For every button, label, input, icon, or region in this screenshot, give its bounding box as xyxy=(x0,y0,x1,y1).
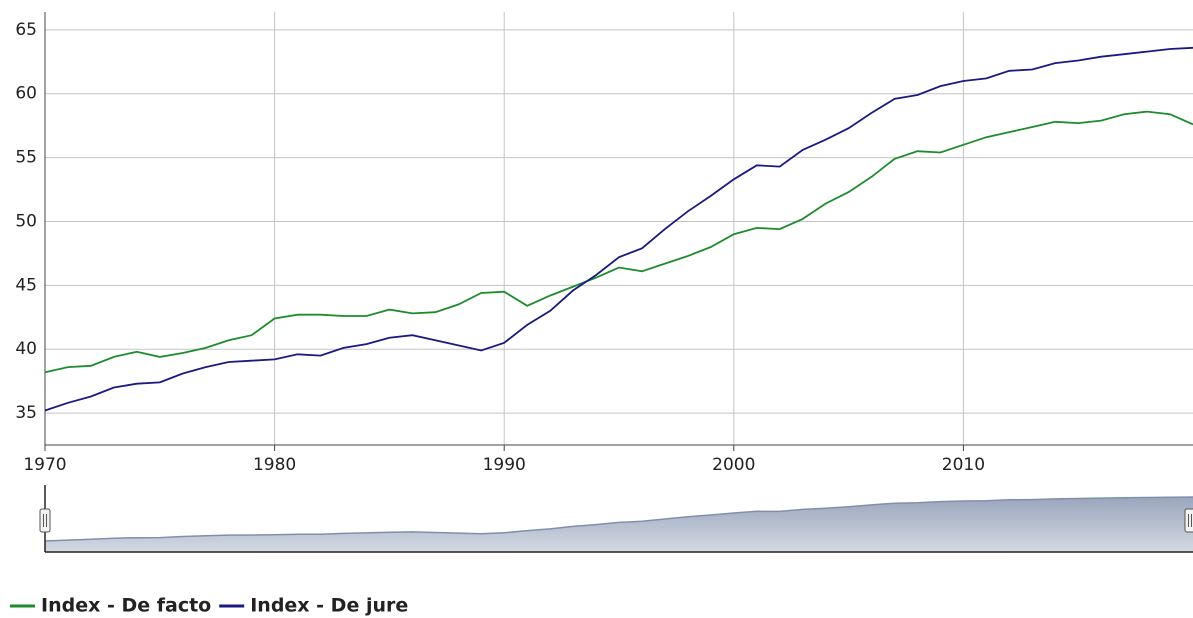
y-tick-label: 35 xyxy=(15,403,37,423)
legend-label[interactable]: Index - De jure xyxy=(250,595,408,617)
y-tick-label: 60 xyxy=(15,84,37,104)
navigator-line xyxy=(44,496,1193,542)
y-tick-label: 50 xyxy=(15,211,37,231)
x-tick-label: 1970 xyxy=(23,455,66,475)
navigator-area xyxy=(45,497,1193,552)
x-tick-label: 2010 xyxy=(942,455,985,475)
navigator-handle[interactable] xyxy=(39,508,51,533)
x-tick-label: 2000 xyxy=(712,455,755,475)
series-line xyxy=(44,110,1193,374)
x-tick-label: 1980 xyxy=(253,455,296,475)
y-tick-label: 45 xyxy=(15,275,37,295)
legend-label[interactable]: Index - De facto xyxy=(41,595,211,617)
y-tick-label: 55 xyxy=(15,148,37,168)
y-tick-label: 65 xyxy=(15,20,37,40)
y-tick-label: 40 xyxy=(15,339,37,359)
series-line xyxy=(44,46,1193,412)
x-tick-label: 1990 xyxy=(483,455,526,475)
